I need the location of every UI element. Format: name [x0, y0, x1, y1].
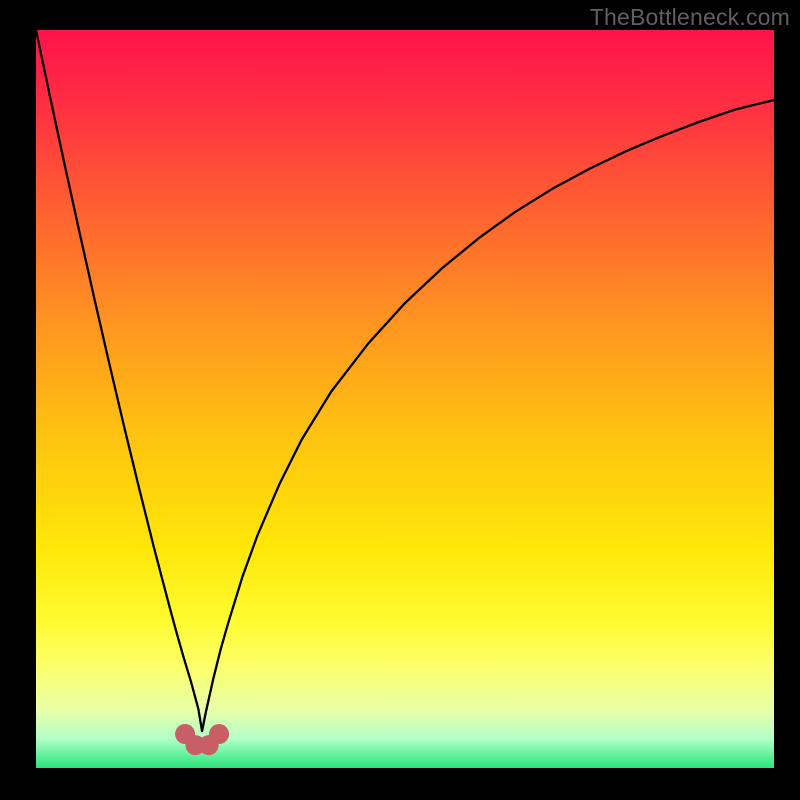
watermark-text: TheBottleneck.com [590, 4, 790, 31]
plot-background [36, 30, 774, 768]
valley-dot [209, 724, 229, 744]
chart-container: TheBottleneck.com [0, 0, 800, 800]
chart-svg [0, 0, 800, 800]
